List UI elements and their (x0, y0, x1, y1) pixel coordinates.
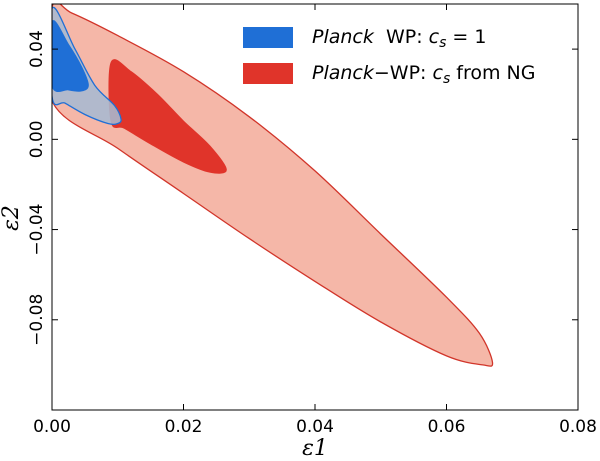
legend-swatch-planck-ng (243, 63, 293, 84)
legend-entry-planck-ng-sub: s (443, 71, 450, 87)
y-axis-label: ε2 (0, 205, 24, 231)
legend-entry-planck-wp-rest: = 1 (446, 26, 486, 48)
x-tick-label: 0.06 (428, 417, 466, 437)
tick-layer: 0.00 0.02 0.04 0.06 0.08 0.04 0.00 −0.04 −0.08 (27, 4, 597, 437)
legend-swatch-planck-wp (243, 27, 293, 48)
x-tick-label: 0.08 (559, 417, 597, 437)
legend-entry-planck-ng: Planck−WP: cs from NG (312, 62, 535, 87)
x-tick-label: 0.04 (296, 417, 334, 437)
legend: Planck WP: cs = 1 Planck−WP: cs from NG (243, 26, 535, 87)
legend-entry-planck-wp-text: WP: (374, 26, 429, 48)
y-axis-label-base: ε2 (0, 205, 24, 231)
legend-entry-planck-ng-text: −WP: (374, 62, 433, 84)
y-tick-label: −0.08 (27, 294, 47, 346)
contour-layer (52, 4, 494, 367)
x-axis-label-base: ε1 (302, 436, 328, 461)
legend-entry-planck-ng-italic: Planck (312, 62, 375, 84)
legend-entry-planck-wp: Planck WP: cs = 1 (312, 26, 486, 51)
y-tick-label: −0.04 (27, 204, 47, 256)
contour-planck-wp-95 (52, 6, 122, 126)
legend-entry-planck-ng-math: c (432, 62, 443, 84)
legend-entry-planck-wp-sub: s (439, 35, 446, 51)
x-tick-label: 0.00 (33, 417, 71, 437)
contour-planck-ng-68 (108, 59, 227, 174)
legend-entry-planck-wp-italic: Planck (312, 26, 375, 48)
y-tick-label: 0.04 (27, 30, 47, 68)
x-tick-label: 0.02 (165, 417, 203, 437)
y-tick-label: 0.00 (27, 120, 47, 158)
x-axis-label: ε1 (302, 436, 328, 461)
legend-entry-planck-ng-rest: from NG (450, 62, 535, 84)
legend-entry-planck-wp-math: c (429, 26, 440, 48)
contour-planck-ng-95 (52, 4, 494, 367)
